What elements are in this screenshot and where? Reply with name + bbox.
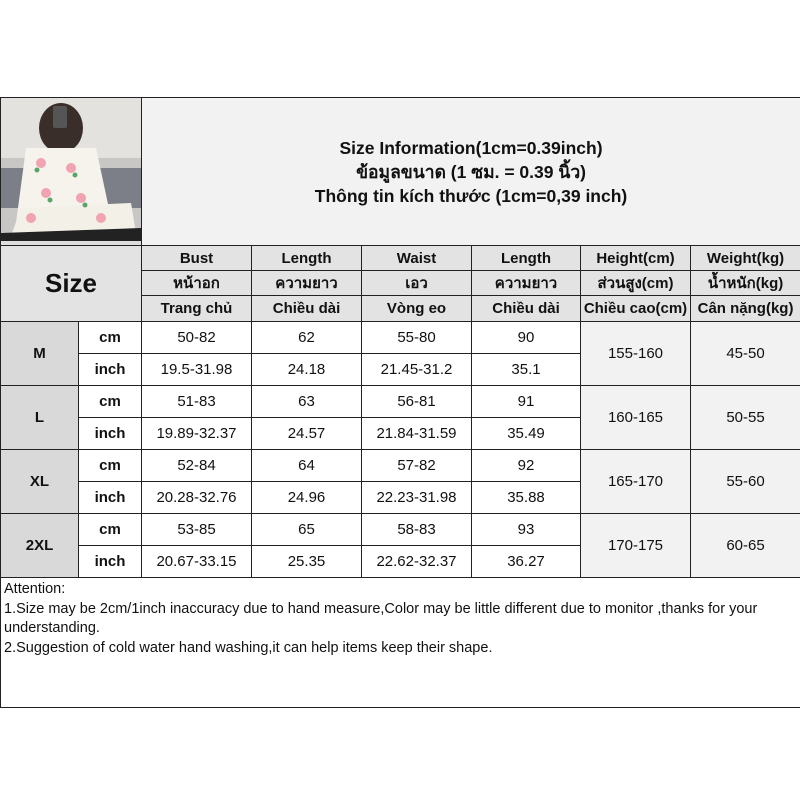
weight-cell: 45-50 bbox=[689, 321, 800, 386]
weight-cell: 60-65 bbox=[689, 513, 800, 578]
measurement-cell: 35.49 bbox=[471, 417, 581, 450]
measurement-cell: 19.5-31.98 bbox=[141, 353, 252, 386]
measurement-cell: 21.84-31.59 bbox=[361, 417, 472, 450]
measurement-cell: 36.27 bbox=[471, 545, 581, 578]
title-thai: ข้อมูลขนาด (1 ซม. = 0.39 นิ้ว) bbox=[356, 161, 586, 182]
title-vietnamese: Thông tin kích thước (1cm=0,39 inch) bbox=[314, 185, 628, 206]
measurement-cell: 20.28-32.76 bbox=[141, 481, 252, 514]
header-weight: Weight(kg) bbox=[689, 245, 800, 271]
title-english: Size Information(1cm=0.39inch) bbox=[339, 137, 603, 158]
measurement-cell: 55-80 bbox=[361, 321, 472, 354]
measurement-cell: 35.88 bbox=[471, 481, 581, 514]
size-chart-table: Size Information(1cm=0.39inch) ข้อมูลขนา… bbox=[0, 97, 800, 708]
measurement-cell: 22.23-31.98 bbox=[361, 481, 472, 514]
table-row: inch 19.5-31.98 24.18 21.45-31.2 35.1 bbox=[1, 353, 800, 386]
header-length-2-thai: ความยาว bbox=[471, 270, 581, 296]
table-row: 2XL cm 53-85 65 58-83 93 170-175 60-65 bbox=[0, 513, 800, 578]
notes-heading: Attention: bbox=[4, 581, 66, 597]
unit-label: inch bbox=[78, 353, 142, 386]
unit-label: cm bbox=[78, 449, 142, 482]
size-label: XL bbox=[0, 449, 79, 514]
measurement-cell: 53-85 bbox=[141, 513, 252, 546]
weight-cell: 55-60 bbox=[689, 449, 800, 514]
measurement-cell: 63 bbox=[251, 385, 362, 418]
height-cell: 165-170 bbox=[580, 449, 691, 514]
measurement-cell: 19.89-32.37 bbox=[141, 417, 252, 450]
note-2: 2.Suggestion of cold water hand washing,… bbox=[4, 639, 493, 656]
measurement-cell: 57-82 bbox=[361, 449, 472, 482]
product-photo bbox=[0, 97, 142, 246]
measurement-cell: 93 bbox=[471, 513, 581, 546]
header-height-vi: Chiều cao(cm) bbox=[580, 295, 691, 322]
measurement-cell: 24.57 bbox=[251, 417, 362, 450]
measurement-cell: 35.1 bbox=[471, 353, 581, 386]
measurement-cell: 65 bbox=[251, 513, 362, 546]
measurement-cell: 92 bbox=[471, 449, 581, 482]
pajama-model-image bbox=[1, 98, 141, 241]
measurement-cell: 64 bbox=[251, 449, 362, 482]
measurement-cell: 58-83 bbox=[361, 513, 472, 546]
height-cell: 160-165 bbox=[580, 385, 691, 450]
header-length-2-vi: Chiều dài bbox=[471, 295, 581, 322]
unit-label: cm bbox=[78, 385, 142, 418]
header-bust: Bust bbox=[141, 245, 252, 271]
header-weight-thai: น้ำหนัก(kg) bbox=[689, 270, 800, 296]
measurement-cell: 50-82 bbox=[141, 321, 252, 354]
measurement-cell: 90 bbox=[471, 321, 581, 354]
size-label: 2XL bbox=[0, 513, 79, 578]
unit-label: cm bbox=[78, 513, 142, 546]
header-height: Height(cm) bbox=[580, 245, 691, 271]
header-waist-thai: เอว bbox=[361, 270, 472, 296]
header-waist: Waist bbox=[361, 245, 472, 271]
measurement-cell: 24.18 bbox=[251, 353, 362, 386]
weight-cell: 50-55 bbox=[689, 385, 800, 450]
unit-label: inch bbox=[78, 481, 142, 514]
table-row: inch 19.89-32.37 24.57 21.84-31.59 35.49 bbox=[1, 417, 800, 450]
measurement-cell: 56-81 bbox=[361, 385, 472, 418]
measurement-cell: 22.62-32.37 bbox=[361, 545, 472, 578]
title-block: Size Information(1cm=0.39inch) ข้อมูลขนา… bbox=[140, 97, 800, 246]
unit-label: inch bbox=[78, 545, 142, 578]
notes-block: Attention: 1.Size may be 2cm/1inch inacc… bbox=[0, 577, 800, 708]
measurement-cell: 20.67-33.15 bbox=[141, 545, 252, 578]
measurement-cell: 21.45-31.2 bbox=[361, 353, 472, 386]
header-bust-thai: หน้าอก bbox=[141, 270, 252, 296]
size-header: Size bbox=[0, 245, 142, 322]
header-waist-vi: Vòng eo bbox=[361, 295, 472, 322]
unit-label: inch bbox=[78, 417, 142, 450]
note-1: 1.Size may be 2cm/1inch inaccuracy due t… bbox=[4, 600, 758, 637]
header-height-thai: ส่วนสูง(cm) bbox=[580, 270, 691, 296]
size-label: L bbox=[0, 385, 79, 450]
header-length: Length bbox=[251, 245, 362, 271]
header-bust-vi: Trang chủ bbox=[141, 295, 252, 322]
height-cell: 170-175 bbox=[580, 513, 691, 578]
header-length-vi: Chiều dài bbox=[251, 295, 362, 322]
measurement-cell: 52-84 bbox=[141, 449, 252, 482]
measurement-cell: 91 bbox=[471, 385, 581, 418]
size-label: M bbox=[0, 321, 79, 386]
height-cell: 155-160 bbox=[580, 321, 691, 386]
measurement-cell: 24.96 bbox=[251, 481, 362, 514]
measurement-cell: 51-83 bbox=[141, 385, 252, 418]
measurement-cell: 25.35 bbox=[251, 545, 362, 578]
measurement-cell: 62 bbox=[251, 321, 362, 354]
header-weight-vi: Cân nặng(kg) bbox=[689, 295, 800, 322]
unit-label: cm bbox=[78, 321, 142, 354]
table-row: XL cm 52-84 64 57-82 92 165-170 55-60 bbox=[0, 449, 800, 514]
header-length-2: Length bbox=[471, 245, 581, 271]
header-length-thai: ความยาว bbox=[251, 270, 362, 296]
